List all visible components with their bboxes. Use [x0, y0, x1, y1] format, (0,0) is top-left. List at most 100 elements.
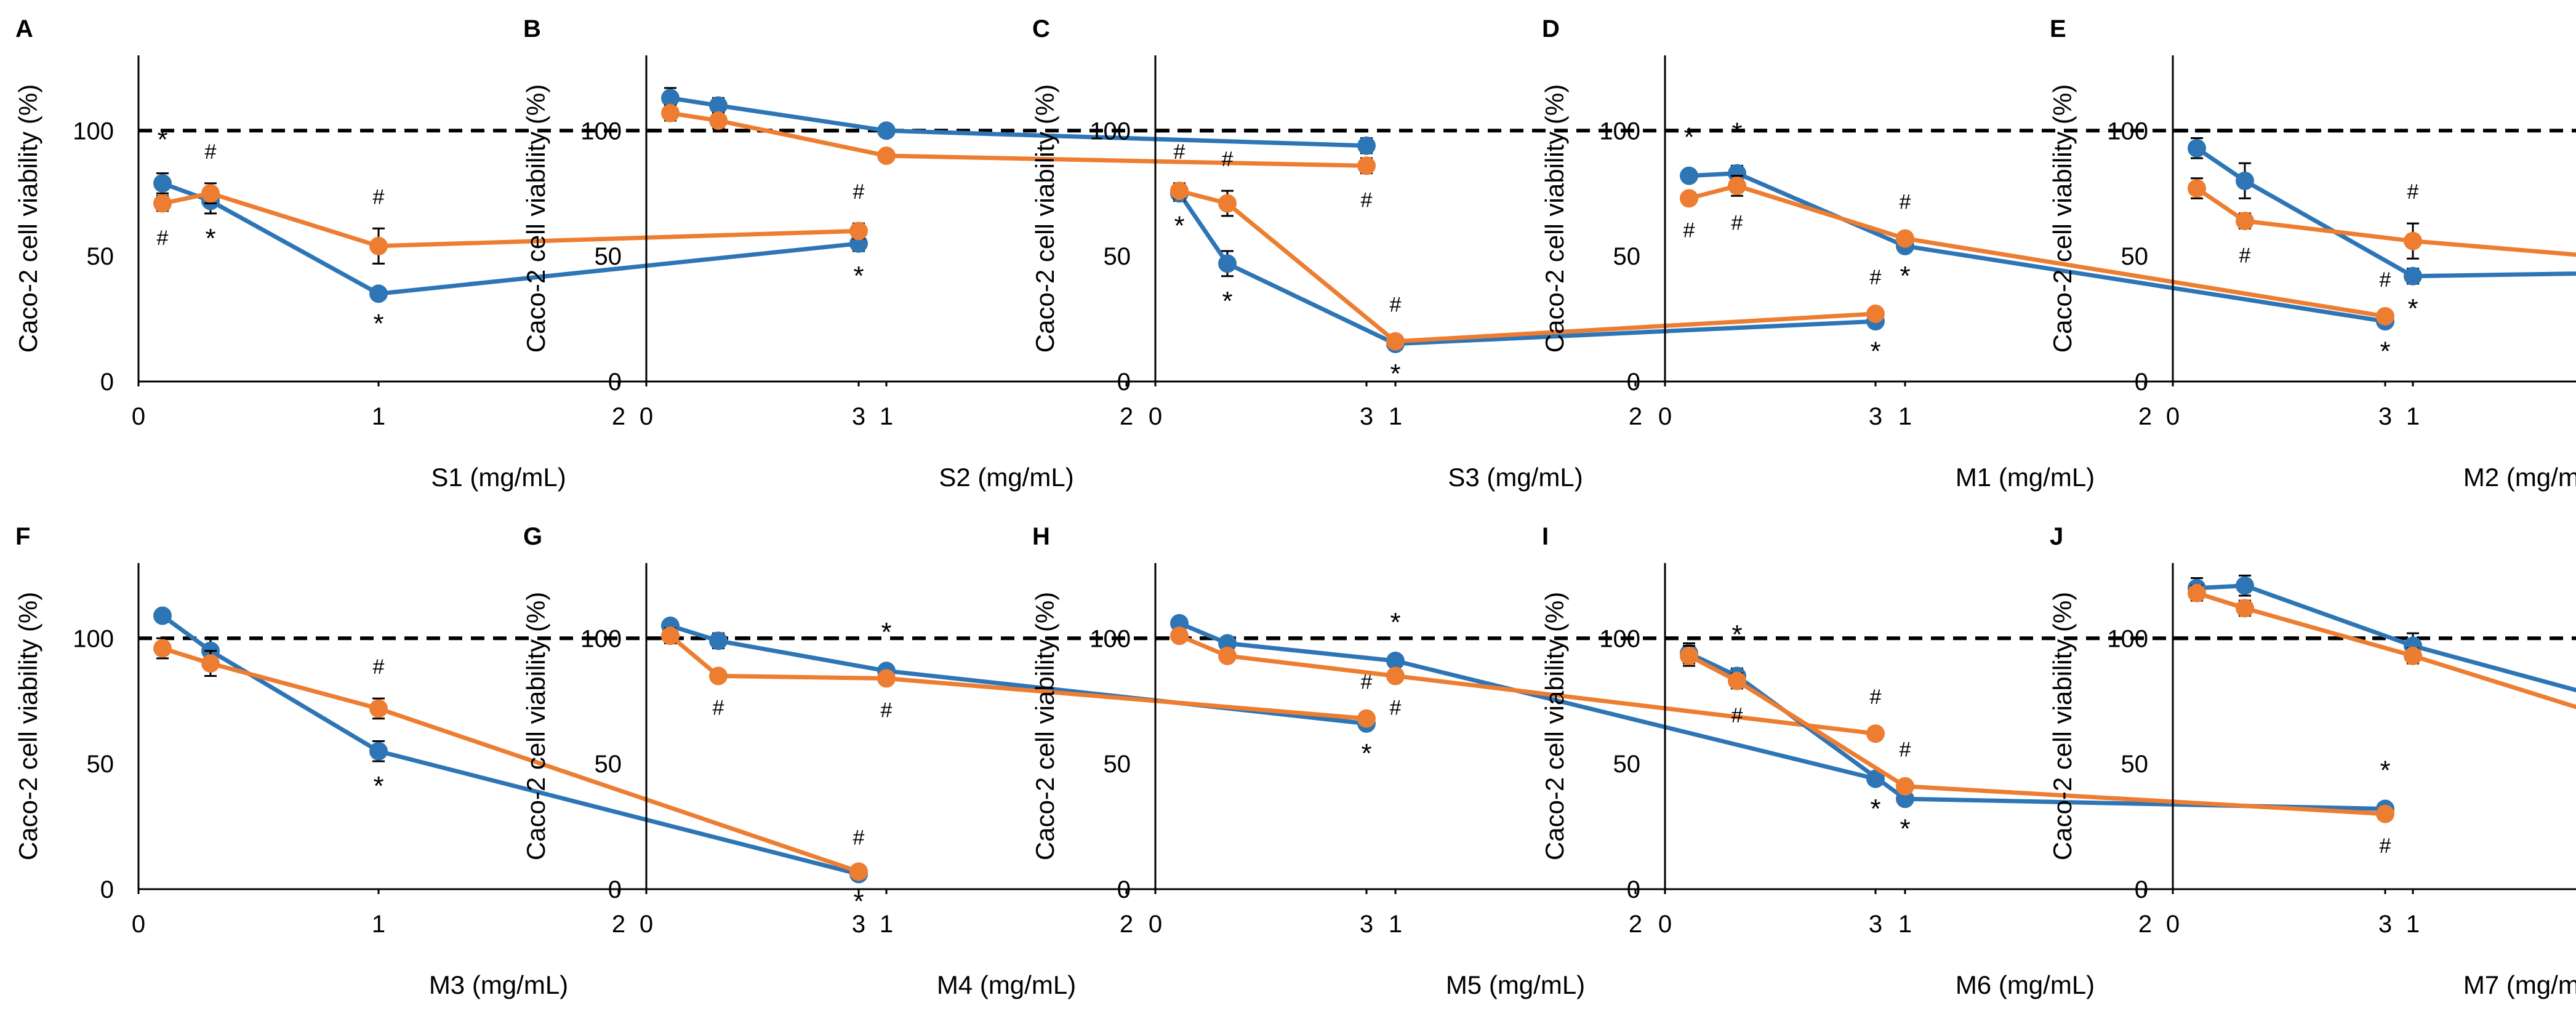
- series-line: [161, 181, 859, 296]
- y-tick-label: 100: [1089, 625, 1131, 652]
- significance-hash: #: [373, 185, 385, 209]
- data-point: [153, 639, 172, 658]
- data-point: [1170, 626, 1189, 645]
- data-point: [661, 626, 680, 645]
- x-axis-label: M1 (mg/mL): [1956, 463, 2095, 492]
- series-line: [161, 646, 860, 874]
- y-tick-label: 100: [73, 118, 114, 145]
- y-tick-label: 0: [100, 369, 114, 396]
- series-line: [1179, 188, 1876, 344]
- y-tick-label: 0: [1627, 369, 1640, 396]
- y-axis-label: Caco-2 cell viability (%): [2048, 84, 2077, 353]
- x-tick-label: 0: [2166, 911, 2180, 938]
- significance-hash: #: [713, 697, 724, 720]
- x-tick-label: 2: [1120, 403, 1133, 430]
- panel-h: H 0 50 100 0 1 2 3 M5 (mg/mL) Caco-2 cell viabili…: [1030, 523, 1885, 999]
- y-tick-label: 50: [2121, 751, 2149, 778]
- panel-letter: E: [2050, 15, 2066, 42]
- panel-d: D 0 50 100 0 1 2 3 M1 (mg/mL) Caco-2 cell viabili…: [1540, 15, 2394, 492]
- panel-f: F 0 50 100 0 1 2 3 M3 (mg/mL) Caco-2 cell viabili…: [14, 523, 868, 999]
- x-tick-label: 1: [1898, 911, 1912, 938]
- data-point: [849, 862, 868, 881]
- data-point: [2188, 179, 2206, 198]
- data-point: [661, 103, 680, 122]
- x-tick-label: 2: [2138, 911, 2152, 938]
- series-line: [2196, 146, 2576, 279]
- significance-star: *: [1900, 813, 1910, 844]
- panel-letter: B: [523, 15, 541, 42]
- data-point: [1218, 254, 1237, 273]
- series-line: [2196, 583, 2576, 693]
- x-axis-label: S3 (mg/mL): [1448, 463, 1583, 492]
- data-point: [1896, 777, 1914, 796]
- series-blue: * * * *: [1680, 117, 2394, 366]
- panel-letter: C: [1032, 15, 1050, 42]
- significance-hash: #: [2239, 244, 2251, 267]
- x-tick-label: 1: [880, 911, 893, 938]
- series-line: [161, 613, 859, 876]
- data-point: [369, 236, 388, 255]
- significance-star: *: [205, 223, 215, 254]
- series-line: [1178, 621, 1876, 781]
- panel-e: E 0 50 100 0 1 2 3 M2 (mg/mL) Caco-2 cell viabili…: [2048, 15, 2576, 492]
- significance-hash: #: [1900, 190, 1911, 214]
- x-tick-label: 2: [612, 911, 625, 938]
- data-point: [1866, 304, 1885, 323]
- significance-star: *: [2407, 294, 2418, 324]
- data-point: [2404, 266, 2422, 286]
- data-point: [2404, 646, 2422, 665]
- x-axis-label: M3 (mg/mL): [429, 970, 568, 999]
- x-tick-label: 2: [612, 403, 625, 430]
- x-tick-label: 3: [852, 911, 865, 938]
- x-tick-label: 3: [1869, 403, 1882, 430]
- y-tick-label: 0: [2135, 876, 2148, 903]
- significance-star: *: [373, 308, 383, 338]
- significance-hash: #: [1731, 211, 1743, 234]
- significance-hash: #: [1174, 140, 1186, 164]
- series-line: [2196, 591, 2576, 709]
- data-point: [849, 222, 868, 241]
- series-line: [2196, 186, 2576, 257]
- data-point: [369, 699, 388, 718]
- y-axis-label: Caco-2 cell viability (%): [14, 592, 42, 860]
- significance-hash: #: [1390, 294, 1402, 317]
- data-point: [1680, 646, 1698, 665]
- data-point: [1357, 156, 1376, 175]
- panel-a: A 0 50 100 0 1 2 3 S1 (mg/mL) Caco-2 cell viabili…: [14, 15, 868, 492]
- significance-hash: #: [2380, 834, 2391, 858]
- significance-hash: #: [1361, 189, 1373, 212]
- x-axis-label: M5 (mg/mL): [1446, 970, 1585, 999]
- data-point: [1386, 666, 1405, 685]
- y-tick-label: 0: [100, 876, 114, 903]
- x-tick-label: 3: [1360, 403, 1373, 430]
- panel-c: C 0 50 100 0 1 2 3 S3 (mg/mL) Caco-2 cell viabili…: [1030, 15, 1885, 492]
- data-point: [201, 184, 220, 203]
- series-blue: **: [2188, 137, 2576, 324]
- significance-hash: #: [1683, 219, 1695, 242]
- x-tick-label: 2: [1629, 911, 1642, 938]
- data-point: [153, 606, 172, 625]
- significance-star: *: [1870, 794, 1880, 824]
- data-point: [2376, 307, 2394, 326]
- x-tick-label: 1: [2406, 403, 2420, 430]
- series-orange: # # #: [1680, 645, 2394, 858]
- data-point: [369, 284, 388, 303]
- y-axis-label: Caco-2 cell viability (%): [2048, 592, 2077, 860]
- data-point: [2404, 231, 2422, 250]
- y-tick-label: 100: [73, 625, 114, 652]
- x-tick-label: 0: [2166, 403, 2180, 430]
- data-point: [2376, 804, 2394, 823]
- significance-hash: #: [1870, 685, 1882, 709]
- y-axis-label: Caco-2 cell viability (%): [521, 592, 550, 860]
- significance-star: *: [1731, 620, 1742, 650]
- data-point: [2236, 599, 2254, 618]
- data-point: [2236, 171, 2254, 190]
- data-point: [1896, 229, 1914, 248]
- series-orange: ##: [153, 637, 868, 881]
- significance-star: *: [373, 771, 383, 801]
- x-axis-label: S2 (mg/mL): [939, 463, 1073, 492]
- y-tick-label: 50: [1613, 243, 1641, 270]
- data-point: [1357, 136, 1376, 155]
- significance-star: *: [1361, 738, 1371, 769]
- y-tick-label: 0: [2135, 369, 2148, 396]
